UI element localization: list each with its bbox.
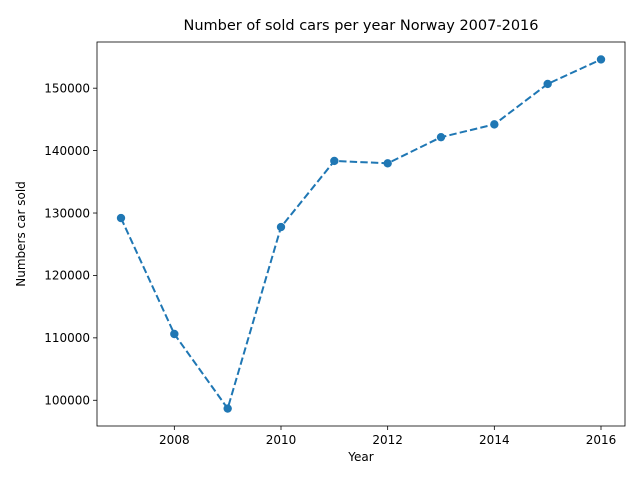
data-point [116, 213, 126, 223]
x-axis: 2008 2010 2012 2014 2016 [159, 426, 616, 447]
data-point [490, 120, 499, 129]
data-point [170, 329, 179, 339]
y-tick-label: 120000 [44, 269, 90, 283]
data-point [223, 404, 232, 413]
y-axis: 100000 110000 120000 130000 140000 150000 [44, 81, 97, 408]
x-tick-label: 2016 [586, 433, 617, 447]
data-point [596, 55, 606, 64]
y-axis-title: Numbers car sold [14, 181, 28, 287]
x-tick-label: 2008 [159, 433, 190, 447]
x-tick-label: 2012 [372, 433, 403, 447]
y-tick-label: 110000 [44, 331, 90, 345]
plot-marks [116, 55, 606, 413]
y-tick-label: 150000 [44, 81, 90, 95]
data-point [276, 222, 286, 232]
x-axis-title: Year [347, 450, 373, 464]
x-tick-label: 2010 [266, 433, 297, 447]
plot-frame [96, 41, 626, 427]
series-line [120, 58, 602, 410]
y-tick-label: 100000 [44, 394, 90, 408]
y-tick-label: 130000 [44, 206, 90, 220]
data-point [436, 132, 446, 142]
data-point [330, 156, 339, 166]
data-point [543, 79, 552, 89]
chart-title: Number of sold cars per year Norway 2007… [184, 18, 539, 34]
x-tick-label: 2014 [479, 433, 510, 447]
data-point [383, 159, 392, 168]
y-tick-label: 140000 [44, 144, 90, 158]
